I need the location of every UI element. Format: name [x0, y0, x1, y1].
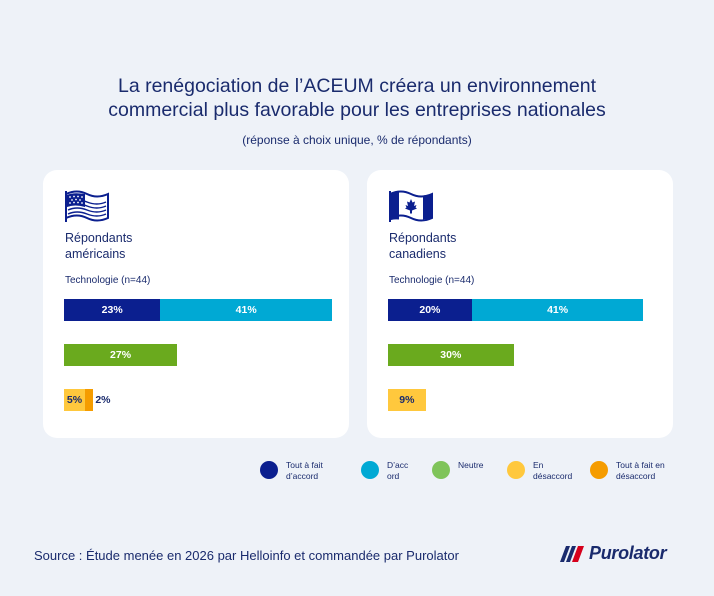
legend-line-2: d’accord [286, 471, 319, 481]
legend-line-2: ord [387, 471, 400, 481]
panel-us: Répondants américains Technologie (n=44)… [43, 170, 349, 438]
legend-line-1: D’acc [387, 460, 409, 470]
panel-canada: Répondants canadiens Technologie (n=44) … [367, 170, 673, 438]
legend-swatch [432, 461, 450, 479]
sector-label: Technologie (n=44) [65, 275, 151, 286]
respondent-group-label: Répondants américains [65, 230, 205, 262]
title-line-2: commercial plus favorable pour les entre… [108, 99, 606, 121]
group-line-1: Répondants [65, 231, 133, 245]
bar-value-label: 2% [95, 394, 111, 406]
bar-segment-tout-a-fait-accord: 23% [64, 299, 161, 321]
sector-label: Technologie (n=44) [389, 275, 475, 286]
respondent-group-label: Répondants canadiens [389, 230, 529, 262]
legend-line-2: désaccord [616, 471, 656, 481]
legend-item-agree: D’acc ord [361, 460, 408, 482]
legend-swatch [507, 461, 525, 479]
legend-line-2: désaccord [533, 471, 573, 481]
bar-segment-tout-a-fait-desaccord [84, 389, 94, 411]
purolator-logo: Purolator [560, 543, 667, 564]
title-line-1: La renégociation de l’ACEUM créera un en… [117, 75, 597, 97]
group-line-2: canadiens [389, 247, 446, 261]
chart-legend: Tout à fait d’accord D’acc ord Neutre En dé… [0, 460, 714, 490]
legend-swatch [590, 461, 608, 479]
bar-segment-neutre: 27% [64, 344, 178, 366]
legend-swatch [260, 461, 278, 479]
bar-segment-en-desaccord: 5% [64, 389, 85, 411]
group-line-1: Répondants [389, 231, 457, 245]
legend-item-strongly-agree: Tout à fait d’accord [260, 460, 323, 482]
logo-wordmark: Purolator [589, 543, 667, 563]
legend-line-1: Tout à fait en [616, 460, 665, 470]
legend-item-disagree: En désaccord [507, 460, 572, 482]
legend-line-1: Tout à fait [286, 460, 323, 470]
bar-segment-d-accord: 41% [160, 299, 332, 321]
chart-subtitle: (réponse à choix unique, % de répondants… [242, 133, 472, 147]
canada-flag-icon [389, 190, 433, 222]
bar-segment-tout-a-fait-accord: 20% [388, 299, 472, 321]
legend-line-1: En [533, 460, 544, 470]
legend-swatch [361, 461, 379, 479]
bar-segment-en-desaccord: 9% [388, 389, 426, 411]
legend-line-1: Neutre [458, 460, 484, 470]
chart-title: La renégociation de l’ACEUM créera un en… [40, 74, 674, 122]
group-line-2: américains [65, 247, 126, 261]
bar-segment-neutre: 30% [388, 344, 514, 366]
purolator-mark-icon [560, 545, 584, 562]
source-note: Source : Étude menée en 2026 par Helloin… [34, 548, 459, 563]
us-flag-icon [65, 190, 109, 222]
bar-segment-d-accord: 41% [471, 299, 644, 321]
legend-item-strongly-disagree: Tout à fait en désaccord [590, 460, 665, 482]
legend-item-neutral: Neutre [432, 460, 484, 479]
